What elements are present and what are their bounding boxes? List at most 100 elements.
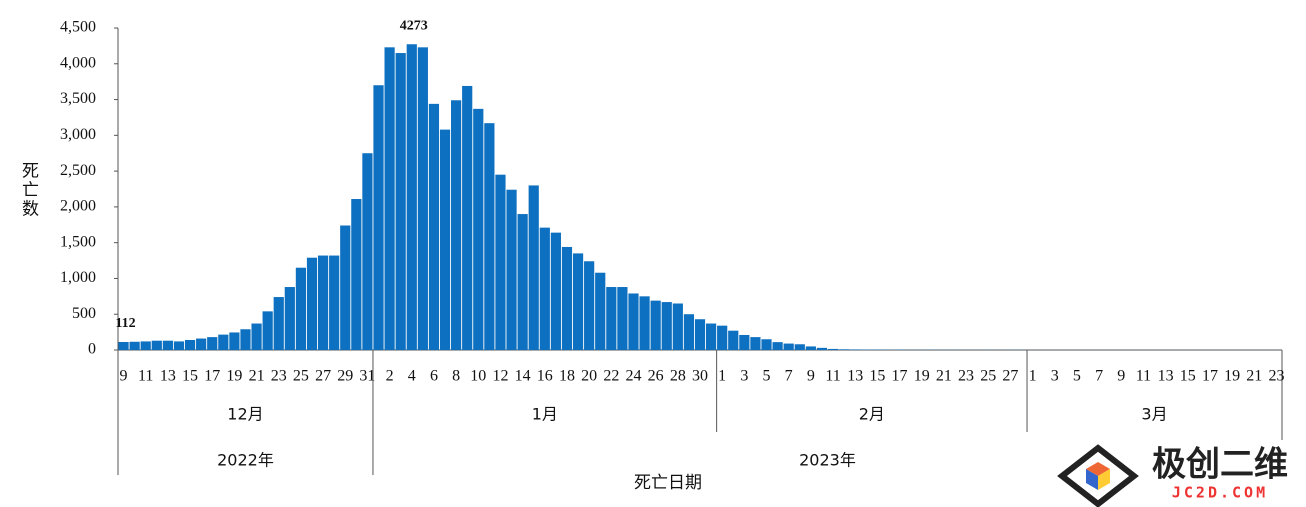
x-tick-label: 1 bbox=[718, 368, 726, 385]
x-tick-label: 4 bbox=[408, 368, 416, 385]
x-tick-label: 7 bbox=[1095, 368, 1103, 385]
bar bbox=[295, 267, 307, 350]
bar bbox=[772, 342, 783, 350]
bar bbox=[129, 341, 140, 350]
bar bbox=[451, 100, 462, 350]
x-tick-label: 13 bbox=[847, 368, 863, 385]
x-tick-label: 15 bbox=[1180, 368, 1196, 385]
y-tick-label: 500 bbox=[72, 305, 96, 322]
bar bbox=[739, 334, 750, 350]
bar bbox=[417, 47, 428, 350]
logo-cube bbox=[1098, 469, 1110, 490]
watermark-name: 极创二维 bbox=[1152, 445, 1288, 485]
x-tick-label: 23 bbox=[1268, 368, 1284, 385]
bar bbox=[761, 339, 772, 350]
bar bbox=[317, 255, 329, 350]
bar bbox=[617, 287, 628, 350]
x-tick-label: 27 bbox=[1002, 368, 1018, 385]
bar bbox=[650, 300, 661, 350]
bar bbox=[839, 349, 850, 350]
month-label: 12月 bbox=[227, 405, 263, 424]
bar bbox=[384, 47, 395, 350]
bar bbox=[750, 337, 761, 350]
x-tick-label: 1 bbox=[1029, 368, 1037, 385]
y-tick-label: 4,500 bbox=[60, 19, 96, 36]
x-tick-label: 19 bbox=[226, 368, 242, 385]
watermark-site: JC2D.COM bbox=[1172, 484, 1268, 502]
x-tick-label: 11 bbox=[138, 368, 153, 385]
x-tick-label: 31 bbox=[359, 368, 375, 385]
x-tick-label: 19 bbox=[914, 368, 930, 385]
bar bbox=[162, 340, 173, 350]
x-tick-label: 13 bbox=[1158, 368, 1174, 385]
y-tick-label: 3,000 bbox=[60, 126, 96, 143]
bar bbox=[672, 303, 683, 350]
x-tick-label: 25 bbox=[293, 368, 309, 385]
bar bbox=[428, 103, 440, 350]
bar bbox=[373, 85, 384, 350]
month-label: 1月 bbox=[532, 405, 558, 424]
x-tick-label: 11 bbox=[1136, 368, 1151, 385]
x-tick-label: 29 bbox=[337, 368, 353, 385]
bar bbox=[473, 108, 484, 350]
bar bbox=[816, 347, 828, 350]
bar bbox=[572, 253, 584, 350]
x-tick-label: 11 bbox=[825, 368, 840, 385]
x-tick-label: 5 bbox=[1073, 368, 1081, 385]
year-label: 2023年 bbox=[799, 451, 856, 470]
bar bbox=[140, 341, 151, 350]
bar bbox=[218, 334, 229, 350]
bar bbox=[705, 323, 717, 350]
bar bbox=[284, 287, 295, 350]
x-tick-label: 12 bbox=[492, 368, 508, 385]
bar bbox=[406, 44, 417, 351]
x-tick-label: 21 bbox=[936, 368, 952, 385]
x-tick-label: 3 bbox=[1051, 368, 1059, 385]
x-tick-label: 9 bbox=[120, 368, 128, 385]
y-tick-label: 1,000 bbox=[60, 269, 96, 286]
x-tick-label: 23 bbox=[958, 368, 974, 385]
bar bbox=[794, 344, 805, 350]
x-tick-label: 18 bbox=[559, 368, 575, 385]
bar bbox=[561, 246, 573, 350]
x-tick-label: 21 bbox=[1246, 368, 1262, 385]
watermark: 极创二维 JC2D.COM bbox=[1057, 444, 1288, 507]
bar bbox=[850, 349, 861, 350]
bar bbox=[728, 330, 739, 350]
y-tick-label: 4,000 bbox=[60, 54, 96, 71]
year-label: 2022年 bbox=[217, 451, 274, 470]
x-tick-label: 23 bbox=[271, 368, 287, 385]
bar bbox=[329, 255, 340, 350]
x-tick-label: 2 bbox=[386, 368, 394, 385]
bar bbox=[827, 348, 839, 350]
bar bbox=[484, 123, 495, 351]
bar bbox=[173, 341, 185, 350]
y-tick-label: 3,500 bbox=[60, 90, 96, 107]
bar bbox=[517, 214, 528, 350]
month-label: 2月 bbox=[859, 405, 885, 424]
x-tick-label: 19 bbox=[1224, 368, 1240, 385]
bar bbox=[528, 185, 539, 350]
bar bbox=[539, 227, 550, 350]
x-tick-label: 16 bbox=[537, 368, 553, 385]
bar bbox=[273, 297, 284, 350]
bar bbox=[595, 272, 606, 350]
x-axis-label: 死亡日期 bbox=[634, 473, 702, 493]
x-tick-label: 26 bbox=[648, 368, 664, 385]
x-tick-label: 27 bbox=[315, 368, 331, 385]
bar bbox=[661, 302, 672, 350]
data-label: 4273 bbox=[400, 18, 428, 33]
bar bbox=[462, 85, 473, 351]
bar bbox=[151, 340, 162, 350]
bar bbox=[495, 174, 506, 350]
x-tick-label: 5 bbox=[763, 368, 771, 385]
bar bbox=[306, 257, 318, 350]
bar bbox=[351, 199, 362, 350]
y-tick-label: 0 bbox=[88, 341, 96, 358]
x-tick-label: 10 bbox=[470, 368, 486, 385]
x-tick-label: 17 bbox=[204, 368, 220, 385]
x-tick-label: 20 bbox=[581, 368, 597, 385]
bar bbox=[628, 293, 639, 350]
x-tick-label: 22 bbox=[603, 368, 619, 385]
x-tick-label: 3 bbox=[740, 368, 748, 385]
